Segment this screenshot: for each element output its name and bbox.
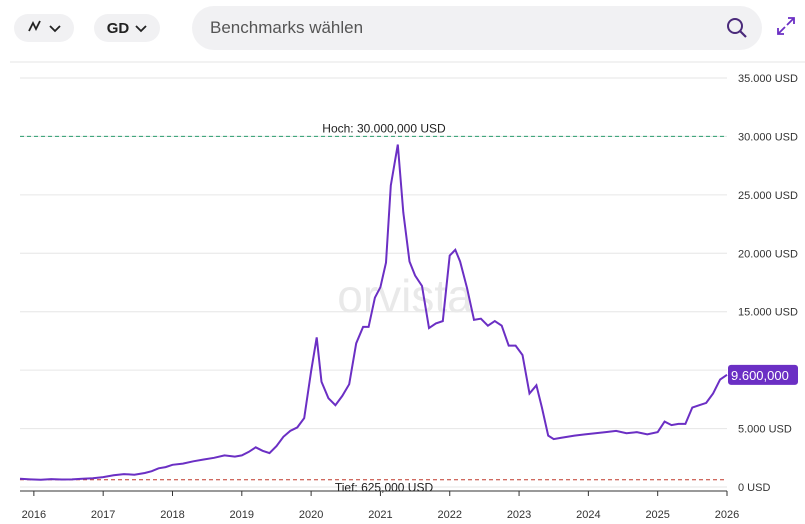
x-tick-label: 2021 xyxy=(368,509,392,521)
x-tick-label: 2016 xyxy=(22,509,46,521)
y-tick-label: 5.000 USD xyxy=(738,424,792,436)
y-tick-label: 30.000 USD xyxy=(738,131,798,143)
search-placeholder: Benchmarks wählen xyxy=(210,18,364,37)
y-tick-label: 15.000 USD xyxy=(738,307,798,319)
x-tick-label: 2025 xyxy=(645,509,669,521)
currency-label: GD xyxy=(106,19,130,37)
y-tick-label: 20.000 USD xyxy=(738,248,798,260)
high-label: Hoch: 30.000,000 USD xyxy=(322,121,446,135)
x-tick-label: 2017 xyxy=(91,509,115,521)
search-icon[interactable] xyxy=(726,17,748,44)
last-value-label: 9.600,000 xyxy=(731,368,789,383)
x-axis: 2016 2017 2018 2019 2020 2021 2022 2023 2024 2025… xyxy=(20,490,739,521)
chevron-down-icon xyxy=(135,20,147,37)
watermark: orvista xyxy=(337,270,473,322)
last-value-badge xyxy=(728,364,798,385)
x-tick-label: 2019 xyxy=(230,509,254,521)
x-tick-label: 2020 xyxy=(299,509,323,521)
chevron-down-icon xyxy=(49,20,61,37)
chart-type-selector[interactable] xyxy=(14,14,74,42)
low-label: Tief: 625,000 USD xyxy=(335,481,434,495)
currency-selector[interactable]: GD xyxy=(94,14,160,42)
y-tick-label: 0 USD xyxy=(738,482,770,494)
y-tick-label: 25.000 USD xyxy=(738,190,798,202)
x-tick-label: 2018 xyxy=(160,509,184,521)
series-line xyxy=(19,144,728,481)
grid-lines xyxy=(10,61,805,488)
y-tick-label: 35.000 USD xyxy=(738,73,798,85)
x-tick-label: 2023 xyxy=(507,509,531,521)
benchmark-search[interactable]: Benchmarks wählen xyxy=(192,6,762,50)
x-tick-label: 2022 xyxy=(438,509,462,521)
line-chart-icon xyxy=(27,19,43,37)
x-tick-label: 2024 xyxy=(576,509,600,521)
x-tick-label: 2026 xyxy=(715,509,739,521)
expand-icon[interactable] xyxy=(775,15,797,42)
